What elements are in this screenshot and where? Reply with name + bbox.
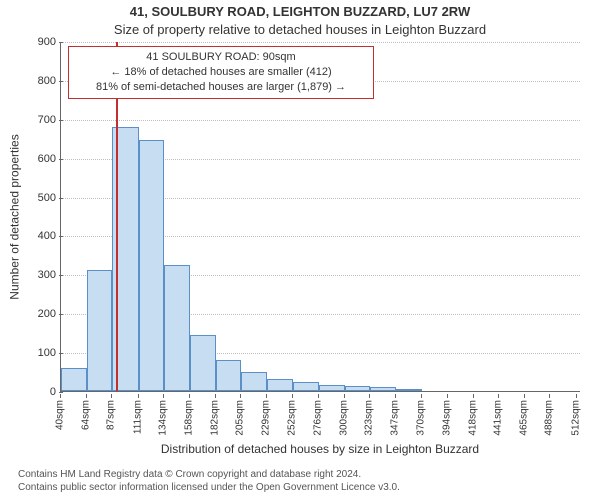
x-tick-mark bbox=[111, 394, 112, 398]
x-tick-label: 111sqm bbox=[132, 400, 143, 434]
histogram-bar bbox=[241, 372, 267, 391]
histogram-bar bbox=[190, 335, 216, 391]
histogram-bar bbox=[164, 265, 190, 391]
histogram-bar bbox=[216, 360, 241, 391]
x-tick-mark bbox=[266, 394, 267, 398]
x-tick-label: 347sqm bbox=[390, 400, 401, 436]
annotation-box: 41 SOULBURY ROAD: 90sqm← 18% of detached… bbox=[68, 46, 374, 99]
x-tick-label: 394sqm bbox=[441, 400, 452, 436]
page-subtitle: Size of property relative to detached ho… bbox=[0, 22, 600, 37]
chart-container: 41, SOULBURY ROAD, LEIGHTON BUZZARD, LU7… bbox=[0, 0, 600, 500]
annotation-line: 81% of semi-detached houses are larger (… bbox=[75, 80, 367, 95]
x-tick-label: 323sqm bbox=[364, 400, 375, 436]
y-tick-mark bbox=[59, 198, 63, 199]
x-tick-mark bbox=[344, 394, 345, 398]
x-tick-label: 512sqm bbox=[570, 400, 581, 436]
gridline bbox=[61, 42, 580, 43]
y-tick-mark bbox=[59, 353, 63, 354]
y-tick-mark bbox=[59, 159, 63, 160]
histogram-bar bbox=[87, 270, 112, 391]
footer-attribution: Contains HM Land Registry data © Crown c… bbox=[18, 468, 400, 494]
x-tick-mark bbox=[473, 394, 474, 398]
x-tick-mark bbox=[395, 394, 396, 398]
x-tick-mark bbox=[138, 394, 139, 398]
x-tick-label: 300sqm bbox=[339, 400, 350, 436]
x-tick-mark bbox=[163, 394, 164, 398]
x-tick-label: 134sqm bbox=[157, 400, 168, 436]
x-tick-label: 370sqm bbox=[415, 400, 426, 436]
annotation-line: ← 18% of detached houses are smaller (41… bbox=[75, 65, 367, 80]
y-tick-mark bbox=[59, 120, 63, 121]
footer-line2: Contains public sector information licen… bbox=[18, 481, 400, 494]
y-tick-mark bbox=[59, 392, 63, 393]
y-tick-label: 100 bbox=[0, 347, 56, 359]
histogram-bar bbox=[293, 382, 319, 391]
y-tick-mark bbox=[59, 42, 63, 43]
x-tick-mark bbox=[86, 394, 87, 398]
x-tick-label: 465sqm bbox=[519, 400, 530, 436]
x-tick-label: 40sqm bbox=[55, 400, 66, 430]
x-tick-label: 182sqm bbox=[210, 400, 221, 436]
x-tick-label: 64sqm bbox=[81, 400, 92, 430]
x-tick-mark bbox=[60, 394, 61, 398]
x-tick-label: 418sqm bbox=[467, 400, 478, 436]
x-tick-mark bbox=[215, 394, 216, 398]
x-tick-mark bbox=[576, 394, 577, 398]
footer-line1: Contains HM Land Registry data © Crown c… bbox=[18, 468, 400, 481]
x-tick-mark bbox=[498, 394, 499, 398]
x-tick-mark bbox=[549, 394, 550, 398]
x-ticks: 40sqm64sqm87sqm111sqm134sqm158sqm182sqm2… bbox=[60, 394, 580, 444]
y-tick-label: 300 bbox=[0, 269, 56, 281]
x-tick-label: 276sqm bbox=[312, 400, 323, 436]
y-tick-label: 900 bbox=[0, 36, 56, 48]
histogram-bar bbox=[267, 379, 292, 391]
y-tick-label: 700 bbox=[0, 114, 56, 126]
x-tick-mark bbox=[369, 394, 370, 398]
x-tick-mark bbox=[292, 394, 293, 398]
x-axis-label: Distribution of detached houses by size … bbox=[60, 442, 580, 456]
x-tick-mark bbox=[421, 394, 422, 398]
x-tick-mark bbox=[524, 394, 525, 398]
histogram-bar bbox=[396, 389, 421, 391]
y-tick-label: 200 bbox=[0, 308, 56, 320]
x-tick-label: 205sqm bbox=[235, 400, 246, 436]
page-title: 41, SOULBURY ROAD, LEIGHTON BUZZARD, LU7… bbox=[0, 4, 600, 19]
y-tick-label: 800 bbox=[0, 75, 56, 87]
y-tick-mark bbox=[59, 314, 63, 315]
x-tick-label: 252sqm bbox=[286, 400, 297, 436]
annotation-line: 41 SOULBURY ROAD: 90sqm bbox=[75, 50, 367, 65]
x-tick-label: 87sqm bbox=[106, 400, 117, 430]
x-tick-label: 229sqm bbox=[261, 400, 272, 436]
x-tick-mark bbox=[447, 394, 448, 398]
x-tick-label: 488sqm bbox=[544, 400, 555, 436]
histogram-bar bbox=[139, 140, 164, 391]
x-tick-mark bbox=[240, 394, 241, 398]
y-tick-label: 500 bbox=[0, 192, 56, 204]
histogram-bar bbox=[61, 368, 87, 391]
histogram-bar bbox=[345, 386, 370, 391]
y-tick-label: 600 bbox=[0, 153, 56, 165]
y-tick-mark bbox=[59, 81, 63, 82]
y-tick-label: 0 bbox=[0, 386, 56, 398]
y-tick-label: 400 bbox=[0, 230, 56, 242]
histogram-bar bbox=[370, 387, 396, 391]
y-tick-mark bbox=[59, 275, 63, 276]
y-axis-label: Number of detached properties bbox=[8, 42, 22, 392]
gridline bbox=[61, 120, 580, 121]
y-tick-mark bbox=[59, 236, 63, 237]
x-tick-label: 158sqm bbox=[183, 400, 194, 436]
x-tick-mark bbox=[189, 394, 190, 398]
histogram-bar bbox=[319, 385, 345, 391]
x-tick-label: 441sqm bbox=[493, 400, 504, 436]
x-tick-mark bbox=[318, 394, 319, 398]
